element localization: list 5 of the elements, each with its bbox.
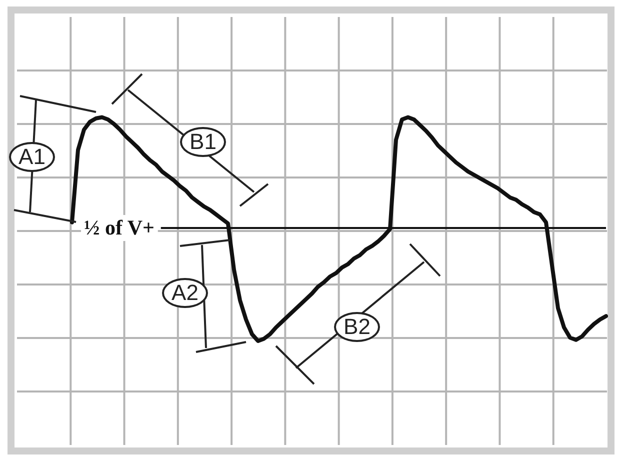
annotation: B1 <box>180 127 226 157</box>
annotation: A2 <box>162 278 208 308</box>
ref-line-label: ½ of V+ <box>84 215 154 240</box>
annotation: B2 <box>334 312 380 342</box>
text: A1 <box>9 142 55 172</box>
